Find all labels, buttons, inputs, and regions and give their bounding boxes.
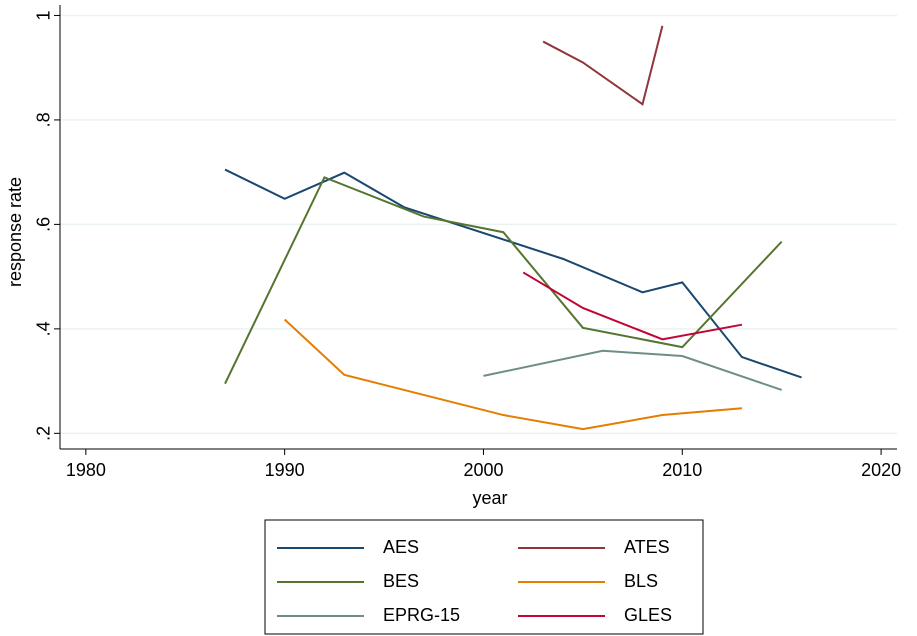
legend-label: GLES: [624, 605, 672, 625]
x-tick-label: 2010: [662, 460, 702, 480]
legend-label: BLS: [624, 571, 658, 591]
y-tick-label: .2: [34, 426, 54, 441]
y-tick-label: 1: [34, 10, 54, 20]
y-tick-label: .6: [34, 217, 54, 232]
x-axis-label: year: [472, 488, 507, 508]
y-axis-label: response rate: [5, 177, 25, 287]
x-tick-label: 1990: [265, 460, 305, 480]
y-tick-label: .8: [34, 112, 54, 127]
legend-label: EPRG-15: [383, 605, 460, 625]
x-tick-label: 2000: [463, 460, 503, 480]
legend-label: AES: [383, 537, 419, 557]
series-line: [283, 318, 743, 431]
x-tick-label: 1980: [66, 460, 106, 480]
x-tick-label: 2020: [861, 460, 901, 480]
series-line: [224, 176, 783, 385]
series-line: [542, 25, 664, 106]
legend-box: [264, 519, 704, 635]
legend-label: ATES: [624, 537, 670, 557]
y-tick-label: .4: [34, 321, 54, 336]
series-line: [522, 271, 743, 341]
legend-label: BES: [383, 571, 419, 591]
series-line: [483, 349, 783, 391]
series-line: [224, 168, 802, 379]
